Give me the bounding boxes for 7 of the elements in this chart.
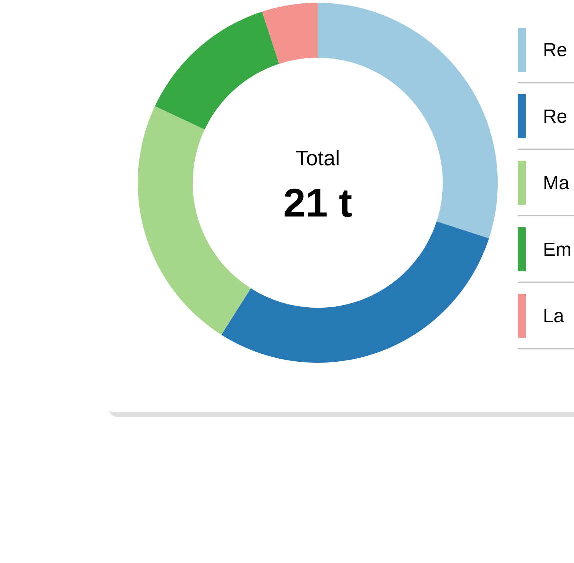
legend-label: La [544,309,564,323]
text: Total [296,150,339,166]
legend-label: Ma [544,176,570,190]
text: 21 t [284,188,352,218]
legend-label: Re [544,43,567,57]
legend-label: Re [544,110,567,124]
legend-label: Em [544,242,570,256]
